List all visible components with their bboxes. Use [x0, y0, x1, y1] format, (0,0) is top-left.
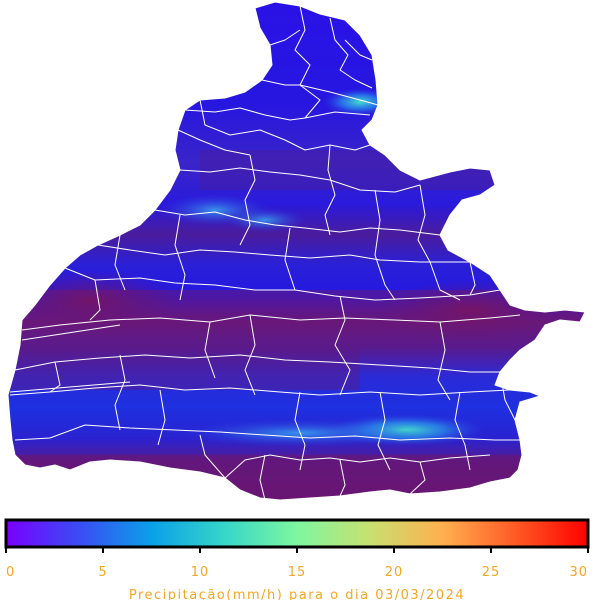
colorbar-svg: 0 5 10 15 20 25 30 Precipitação(mm/h) para o d…	[4, 518, 590, 603]
colorbar-tick-label: 25	[482, 565, 501, 580]
colorbar-tick-label: 0	[6, 565, 15, 580]
colorbar-ticks: 0 5 10 15 20 25 30	[5, 547, 589, 580]
colorbar-tick-label: 30	[569, 565, 588, 580]
colorbar-tick-label: 5	[98, 565, 107, 580]
colorbar-gradient	[4, 518, 590, 549]
colorbar-tick-label: 10	[191, 565, 210, 580]
municipality-boundaries	[7, 1, 586, 501]
colorbar-tick-label: 20	[385, 565, 404, 580]
precipitation-map	[7, 1, 586, 501]
colorbar-tick-label: 15	[288, 565, 307, 580]
map-svg	[7, 1, 586, 501]
colorbar-legend: 0 5 10 15 20 25 30 Precipitação(mm/h) para o d…	[0, 515, 600, 603]
colorbar-caption: Precipitação(mm/h) para o dia 03/03/2024	[129, 588, 465, 600]
